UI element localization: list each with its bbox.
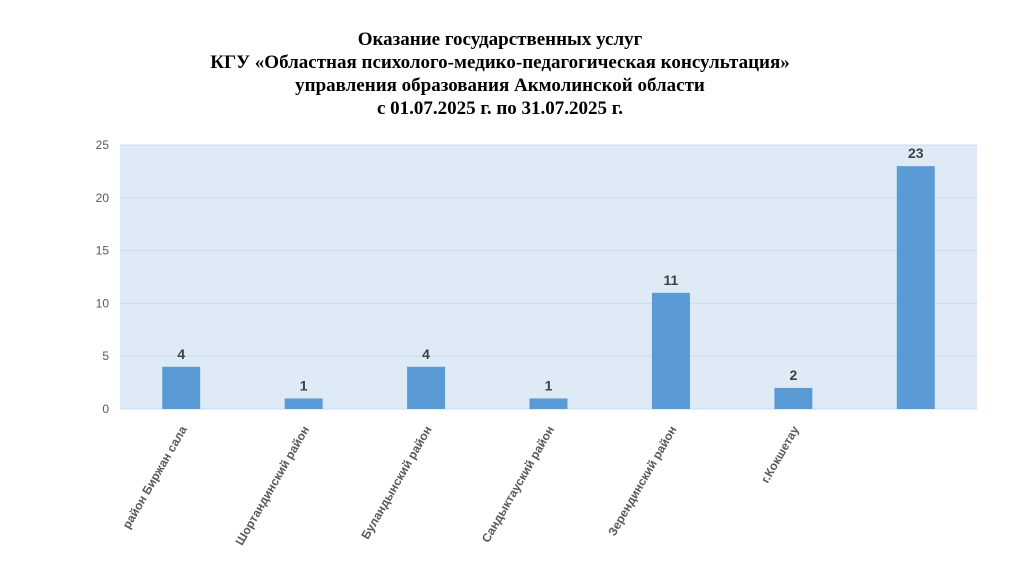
data-label: 23 (908, 145, 924, 161)
bar (651, 292, 690, 409)
y-tick-label: 0 (102, 402, 109, 416)
data-label: 1 (545, 377, 553, 393)
bars (162, 166, 935, 409)
y-tick-label: 15 (96, 244, 110, 258)
y-tick-label: 25 (96, 138, 110, 152)
y-tick-label: 5 (102, 349, 109, 363)
category-labels: район Биржан сала Шортандинский район Була… (120, 423, 803, 547)
data-label: 2 (789, 367, 797, 383)
chart-title: Оказание государственных услуг КГУ «Обла… (0, 28, 1000, 120)
category-label: Буландынский район (358, 424, 434, 542)
title-line-1: Оказание государственных услуг (357, 29, 643, 50)
plot-area (120, 145, 977, 409)
bar (407, 366, 446, 409)
category-label: Зерендинский район (605, 424, 679, 539)
bar (284, 398, 323, 409)
bar (529, 398, 568, 409)
category-label: район Биржан сала (120, 423, 190, 531)
y-axis-ticks: 0 5 10 15 20 25 (96, 138, 110, 416)
bar (896, 166, 935, 409)
bar (774, 387, 813, 409)
category-label: Сандыктауский район (479, 424, 557, 546)
data-label: 11 (664, 272, 679, 288)
data-label: 4 (177, 346, 185, 362)
category-label: Шортандинский район (232, 424, 312, 548)
gridlines (120, 144, 977, 410)
bar (162, 366, 201, 409)
y-tick-label: 20 (96, 191, 110, 205)
category-label: г.Кокшетау (758, 423, 802, 485)
data-label: 4 (422, 346, 430, 362)
title-line-4: с 01.07.2025 г. по 31.07.2025 г. (376, 98, 624, 119)
title-line-2: КГУ «Областная психолого-медико-педагоги… (210, 52, 790, 73)
data-label: 1 (300, 377, 308, 393)
y-tick-label: 10 (96, 296, 110, 310)
title-line-3: управления образования Акмолинской облас… (295, 75, 705, 96)
